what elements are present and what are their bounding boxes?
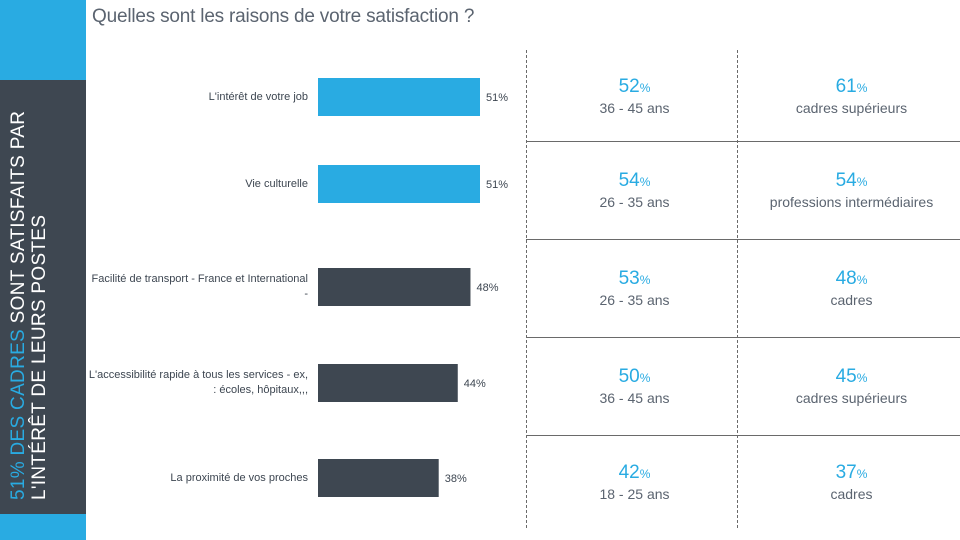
breakdown-percent: 50% [526,366,743,389]
age-breakdown-cell: 52% 36 - 45 ans [526,76,743,117]
breakdown-percent: 54% [743,170,960,193]
category-breakdown-cell: 48% cadres [743,268,960,309]
percent-symbol: % [639,273,651,287]
bar [318,268,471,306]
side-headline: 51% des cadres sont satisfaits par l'int… [0,80,86,514]
category-breakdown-cell: 37% cadres [743,462,960,503]
breakdown-percent-value: 50 [618,366,640,387]
breakdown-percent-value: 37 [835,461,857,483]
category-breakdown-cell: 45% cadres supérieurs [743,366,960,407]
breakdown-percent-value: 54 [618,170,640,191]
breakdown-label: professions intermédiaires [769,194,934,210]
percent-symbol: % [856,80,868,95]
breakdown-label: cadres [830,485,873,502]
breakdown-percent: 52% [526,76,743,99]
side-highlight: 51% des cadres [8,328,29,500]
grid-row-divider [526,141,960,142]
category-breakdown-cell: 54% professions intermédiaires [743,170,960,211]
percent-symbol: % [639,175,651,189]
bar-value-label: 44% [464,378,486,390]
age-breakdown-cell: 54% 26 - 35 ans [526,170,743,211]
breakdown-percent-value: 53 [618,268,640,289]
breakdown-percent-value: 54 [835,170,857,191]
age-breakdown-cell: 53% 26 - 35 ans [526,268,743,309]
breakdown-percent-value: 52 [618,75,640,97]
percent-symbol: % [856,466,868,481]
category-label: Facilité de transport - France et Intern… [91,273,308,300]
grid-row-divider [526,435,960,436]
breakdown-label: 26 - 35 ans [599,194,670,210]
breakdown-percent: 61% [743,76,960,99]
breakdown-grid: 52% 36 - 45 ans 61% cadres supérieurs 54% 26 … [526,50,960,528]
percent-symbol: % [639,371,651,385]
category-label: L'intérêt de votre job [208,90,308,103]
bar-chart-svg: 51% 51% 48% 44% 38% [318,78,508,497]
bar [318,78,480,116]
breakdown-percent: 45% [743,366,960,389]
percent-symbol: % [639,466,651,481]
breakdown-percent: 54% [526,170,743,193]
breakdown-percent: 42% [526,462,743,485]
breakdown-percent: 37% [743,462,960,485]
grid-divider [526,50,527,528]
bar [318,165,480,203]
percent-symbol: % [856,175,868,189]
breakdown-label: 36 - 45 ans [599,99,670,116]
breakdown-label: cadres supérieurs [795,390,908,406]
category-label: L'accessibilité rapide à tous les servic… [88,369,308,396]
breakdown-label: 26 - 35 ans [599,292,670,308]
breakdown-label: 18 - 25 ans [599,485,670,502]
age-breakdown-cell: 50% 36 - 45 ans [526,366,743,407]
breakdown-label: cadres supérieurs [795,99,908,116]
bar-value-label: 51% [486,92,508,104]
bar-value-label: 38% [445,473,467,485]
bar [318,364,458,402]
page-title: Quelles sont les raisons de votre satisf… [92,6,475,27]
breakdown-percent-value: 42 [618,461,640,483]
percent-symbol: % [856,273,868,287]
percent-symbol: % [639,80,651,95]
category-label: Vie culturelle [245,177,308,190]
category-label: La proximité de vos proches [170,471,308,484]
bar-value-label: 48% [476,282,498,294]
percent-symbol: % [856,371,868,385]
age-breakdown-cell: 42% 18 - 25 ans [526,462,743,503]
breakdown-percent-value: 45 [835,366,857,387]
side-panel [0,80,86,514]
grid-row-divider [526,337,960,338]
category-breakdown-cell: 61% cadres supérieurs [743,76,960,117]
bar-value-label: 51% [486,179,508,191]
grid-divider [737,50,738,528]
breakdown-label: 36 - 45 ans [599,390,670,406]
breakdown-percent: 53% [526,268,743,291]
breakdown-percent: 48% [743,268,960,291]
breakdown-percent-value: 61 [835,75,857,97]
bar-chart: 51% 51% 48% 44% 38% L'intérêt de votre job Vi… [88,50,520,530]
breakdown-label: cadres [830,292,873,308]
bar [318,459,439,497]
breakdown-percent-value: 48 [835,268,857,289]
grid-row-divider [526,239,960,240]
